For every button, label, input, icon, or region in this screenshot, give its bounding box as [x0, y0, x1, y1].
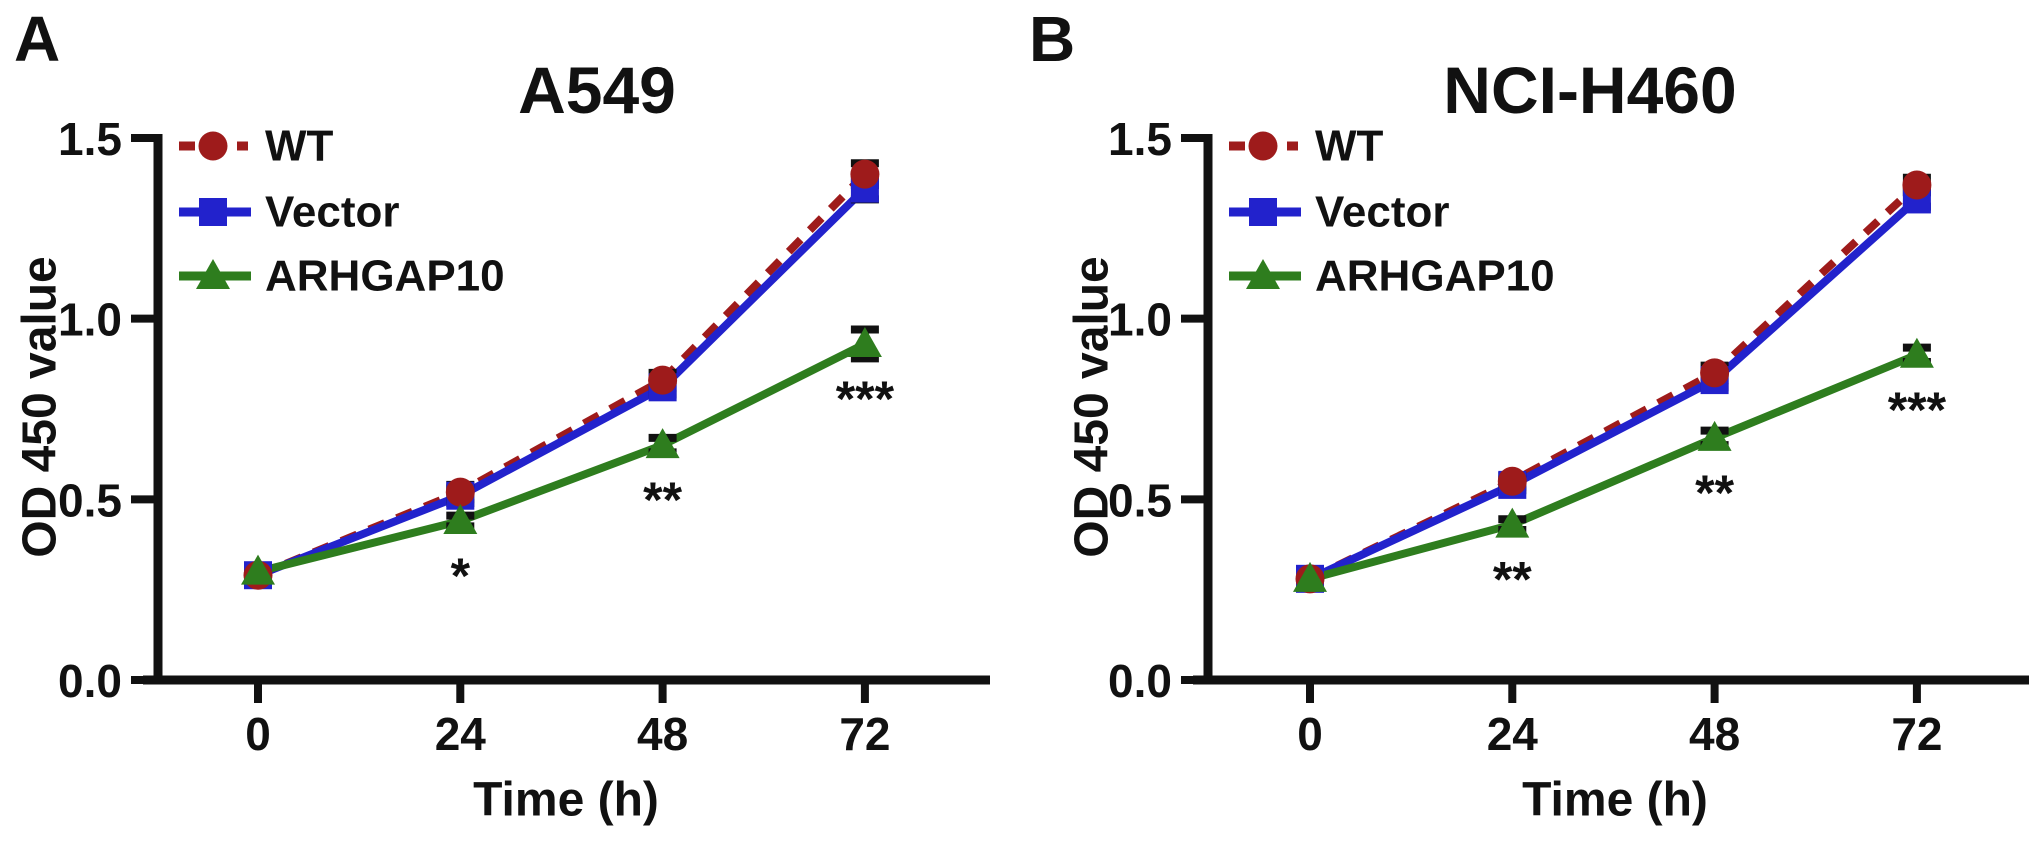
x-tick-label: 72	[839, 708, 890, 760]
marker-arhgap10-48h	[1697, 420, 1732, 451]
legend-item-arhgap10: ARHGAP10	[179, 252, 505, 301]
y-tick-label: 1.5	[1108, 113, 1172, 165]
legend-marker-triangle-icon	[1246, 259, 1280, 289]
legend-label: WT	[1315, 122, 1384, 171]
series-line-wt	[1308, 182, 1920, 583]
marker-wt-48h	[648, 365, 678, 395]
panel-letter-b: B	[1029, 3, 1076, 75]
y-tick-label: 1.5	[58, 113, 122, 165]
legend-item-wt: WT	[1229, 122, 1384, 171]
marker-arhgap10-72h	[1899, 337, 1934, 368]
marker-arhgap10-24h	[1495, 507, 1530, 538]
x-tick-label: 48	[1689, 708, 1740, 760]
chart-b-canvas: NCI-H460 0.0 0.5 1.0 1.5 0 24 48 72 Time (h) OD 45…	[1066, 53, 2029, 827]
chart-a-canvas: A549 0.0 0.5 1.0 1.5 0 24 48 72 Time (h) OD 450 va…	[14, 53, 990, 827]
marker-wt-72h	[850, 159, 880, 189]
significance-label-24h: **	[1493, 552, 1532, 608]
x-tick-label: 48	[637, 708, 688, 760]
panel-a: A A549 0.0 0.5 1.0 1.5 0 24 48 72 Time (h) OD 450 …	[0, 0, 1015, 839]
series-line-vector	[256, 185, 868, 579]
significance-label-72h: ***	[836, 371, 895, 427]
significance-label-24h: *	[451, 548, 471, 604]
y-tick-label: 0.0	[1108, 655, 1172, 707]
panel-b: B NCI-H460 0.0 0.5 1.0 1.5 0 24 48 72 Time (h) OD …	[1015, 0, 2031, 839]
y-tick-label: 0.0	[58, 655, 122, 707]
marker-arhgap10-72h	[847, 326, 882, 357]
y-tick-label: 0.5	[1108, 474, 1172, 526]
significance-label-48h: **	[1695, 465, 1734, 521]
series-line-arhgap10	[1308, 351, 1919, 583]
legend-label: WT	[265, 122, 334, 171]
legend-marker-square-icon	[199, 198, 227, 226]
legend-label: ARHGAP10	[1315, 252, 1555, 301]
legend-marker-triangle-icon	[196, 259, 230, 289]
marker-wt-24h	[1497, 466, 1527, 496]
series-line-wt	[256, 171, 868, 579]
significance-label-72h: ***	[1888, 382, 1947, 438]
legend-marker-circle-icon	[198, 131, 228, 161]
legend-label: Vector	[265, 188, 400, 237]
series-line-vector	[1308, 196, 1920, 583]
legend-marker-square-icon	[1249, 198, 1277, 226]
y-tick-label: 1.0	[1108, 294, 1172, 346]
marker-arhgap10-0h	[241, 554, 275, 585]
marker-wt-72h	[1902, 170, 1932, 200]
marker-wt-48h	[1700, 358, 1730, 388]
legend-item-vector: Vector	[179, 188, 400, 237]
y-tick-label: 0.5	[58, 474, 122, 526]
legend-item-arhgap10: ARHGAP10	[1229, 252, 1555, 301]
marker-arhgap10-24h	[443, 504, 478, 535]
chart-title: NCI-H460	[1443, 53, 1736, 127]
marker-arhgap10-0h	[1293, 561, 1327, 592]
panel-letter-a: A	[14, 3, 61, 75]
y-tick-label: 1.0	[58, 294, 122, 346]
legend-item-vector: Vector	[1229, 188, 1450, 237]
marker-wt-24h	[445, 477, 475, 507]
series-line-arhgap10	[257, 340, 867, 576]
y-axis-label: OD 450 value	[1066, 256, 1119, 558]
legend-item-wt: WT	[179, 122, 334, 171]
legend-label: Vector	[1315, 188, 1450, 237]
x-tick-label: 24	[1487, 708, 1539, 760]
significance-label-48h: **	[643, 472, 682, 528]
legend-label: ARHGAP10	[265, 252, 505, 301]
x-tick-label: 72	[1891, 708, 1942, 760]
x-tick-label: 24	[435, 708, 487, 760]
chart-title: A549	[518, 53, 676, 127]
marker-arhgap10-48h	[645, 428, 680, 459]
x-axis-label: Time (h)	[1522, 774, 1708, 827]
x-tick-label: 0	[245, 708, 271, 760]
x-axis-label: Time (h)	[473, 774, 659, 827]
y-axis-label: OD 450 value	[14, 256, 67, 558]
legend-marker-circle-icon	[1248, 131, 1278, 161]
x-tick-label: 0	[1297, 708, 1323, 760]
